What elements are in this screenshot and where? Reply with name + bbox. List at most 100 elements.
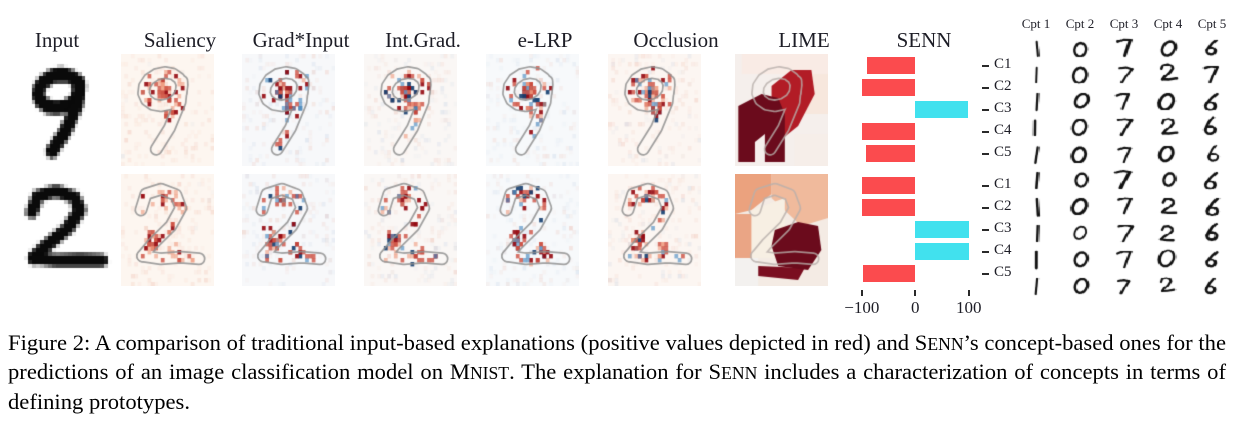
prototype-digit-1: [1019, 62, 1053, 88]
cpt-header-2: Cpt 2: [1065, 16, 1095, 31]
prototype-digit-2: [1151, 115, 1185, 141]
prototype-digit-canvas: [1195, 36, 1229, 61]
prototype-grid: [1012, 36, 1233, 316]
senn-bar-c3-group2: [915, 221, 969, 238]
prototype-digit-1: [1019, 36, 1053, 61]
prototype-digit-canvas: [1019, 194, 1053, 220]
concept-tick: [982, 64, 989, 67]
prototype-digit-canvas: [1151, 273, 1185, 299]
concept-tick: [982, 228, 989, 231]
prototype-digit-canvas: [1107, 115, 1141, 141]
prototype-digit-7: [1107, 194, 1141, 220]
prototype-digit-canvas: [1019, 141, 1053, 167]
senn-bar-c2-group1: [861, 79, 916, 96]
heatmap-tile-int-grad-: [364, 174, 457, 286]
caption-text-segment: includes a characterization of concepts …: [8, 359, 1226, 414]
senn-bar-c2-group2: [861, 199, 916, 216]
prototype-digit-canvas: [1019, 247, 1053, 273]
cpt-header-3: Cpt 3: [1109, 16, 1139, 31]
prototype-digit-canvas: [1195, 115, 1229, 141]
prototype-digit-canvas: [1107, 194, 1141, 220]
concept-label-c5: C5: [994, 143, 1012, 160]
prototype-digit-canvas: [1151, 88, 1185, 114]
prototype-digit-6: [1195, 141, 1229, 167]
prototype-digit-7: [1107, 62, 1141, 88]
prototype-digit-canvas: [1107, 247, 1141, 273]
prototype-digit-canvas: [1063, 141, 1097, 167]
prototype-digit-0: [1063, 62, 1097, 88]
prototype-digit-canvas: [1151, 62, 1185, 88]
prototype-digit-6: [1195, 247, 1229, 273]
prototype-digit-canvas: [1195, 220, 1229, 246]
input-digit-canvas-9: [14, 56, 114, 168]
prototype-digit-7: [1107, 115, 1141, 141]
prototype-digit-0: [1063, 141, 1097, 167]
prototype-digit-2: [1151, 194, 1185, 220]
heatmap-tile-grad-input: [242, 174, 335, 286]
cpt-header-4: Cpt 4: [1153, 16, 1183, 31]
caption-text-segment: Figure 2: A comparison of traditional in…: [8, 330, 915, 355]
prototype-digit-canvas: [1107, 168, 1141, 193]
prototype-digit-6: [1195, 273, 1229, 299]
column-header-e-lrp: e-LRP: [517, 28, 573, 52]
heatmap-tile-saliency: [121, 54, 214, 166]
prototype-digit-canvas: [1063, 36, 1097, 61]
prototype-digit-1: [1019, 220, 1053, 246]
heatmap-canvas: [486, 54, 579, 166]
heatmap-tile-e-lrp: [486, 174, 579, 286]
heatmap-canvas: [242, 54, 335, 166]
prototype-digit-canvas: [1151, 36, 1185, 61]
prototype-digit-0: [1063, 220, 1097, 246]
cpt-header-5: Cpt 5: [1197, 16, 1227, 31]
lime-canvas: [735, 174, 828, 286]
concept-label-c5: C5: [994, 263, 1012, 280]
caption-smallcaps-term: SENN: [708, 359, 758, 385]
prototype-digit-1: [1019, 168, 1053, 193]
column-header-grad-input: Grad*Input: [252, 28, 350, 52]
prototype-digit-1: [1019, 247, 1053, 273]
prototype-digit-canvas: [1019, 88, 1053, 114]
prototype-digit-7: [1107, 273, 1141, 299]
prototype-digit-canvas: [1151, 168, 1185, 193]
heatmap-tile-grad-input: [242, 54, 335, 166]
prototype-digit-1: [1019, 115, 1053, 141]
heatmap-tile-occlusion: [608, 174, 701, 286]
prototype-digit-canvas: [1195, 273, 1229, 299]
prototype-digit-0: [1151, 247, 1185, 273]
senn-chart: C1 C2 C3 C4 C5 C1 C2 C3 C4 C5 −100 0 100: [844, 50, 1034, 325]
prototype-digit-canvas: [1195, 88, 1229, 114]
prototype-digit-canvas: [1151, 247, 1185, 273]
prototype-digit-0: [1063, 247, 1097, 273]
prototype-digit-canvas: [1019, 62, 1053, 88]
concept-tick: [982, 250, 989, 253]
prototype-digit-0: [1063, 273, 1097, 299]
prototype-digit-0: [1063, 115, 1097, 141]
prototype-digit-canvas: [1151, 220, 1185, 246]
prototype-digit-canvas: [1063, 115, 1097, 141]
prototype-digit-canvas: [1107, 88, 1141, 114]
senn-bar-c1-group2: [861, 177, 916, 194]
prototype-digit-1: [1019, 88, 1053, 114]
prototype-digit-canvas: [1019, 273, 1053, 299]
prototype-digit-1: [1019, 273, 1053, 299]
prototype-digit-2: [1151, 62, 1185, 88]
prototype-digit-canvas: [1107, 36, 1141, 61]
caption-smallcaps-term: SENN: [914, 330, 964, 355]
prototype-digit-6: [1195, 36, 1229, 61]
prototype-digit-1: [1019, 141, 1053, 167]
prototype-digit-canvas: [1107, 62, 1141, 88]
prototype-digit-canvas: [1107, 220, 1141, 246]
prototype-digit-7: [1107, 168, 1141, 193]
prototype-digit-canvas: [1063, 194, 1097, 220]
prototype-digit-canvas: [1063, 273, 1097, 299]
concept-label-c1: C1: [994, 55, 1012, 72]
prototype-digit-canvas: [1019, 168, 1053, 193]
prototype-digit-canvas: [1019, 115, 1053, 141]
caption-smallcaps-rest: ENN: [721, 363, 758, 384]
prototype-digit-7: [1195, 62, 1229, 88]
column-header-saliency: Saliency: [143, 28, 217, 52]
heatmap-tile-e-lrp: [486, 54, 579, 166]
x-axis-tick-label: −100: [844, 298, 880, 317]
concept-label-c1: C1: [994, 175, 1012, 192]
senn-bar-c5-group1: [865, 145, 916, 162]
